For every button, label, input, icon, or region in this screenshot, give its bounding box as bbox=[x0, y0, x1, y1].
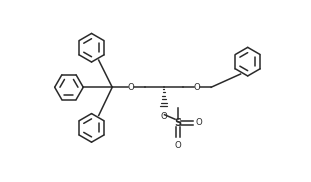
Text: O: O bbox=[196, 118, 202, 127]
Text: O: O bbox=[193, 83, 200, 92]
Text: O: O bbox=[160, 112, 167, 121]
Text: S: S bbox=[174, 118, 182, 128]
Text: O: O bbox=[128, 83, 134, 92]
Text: O: O bbox=[175, 141, 181, 150]
